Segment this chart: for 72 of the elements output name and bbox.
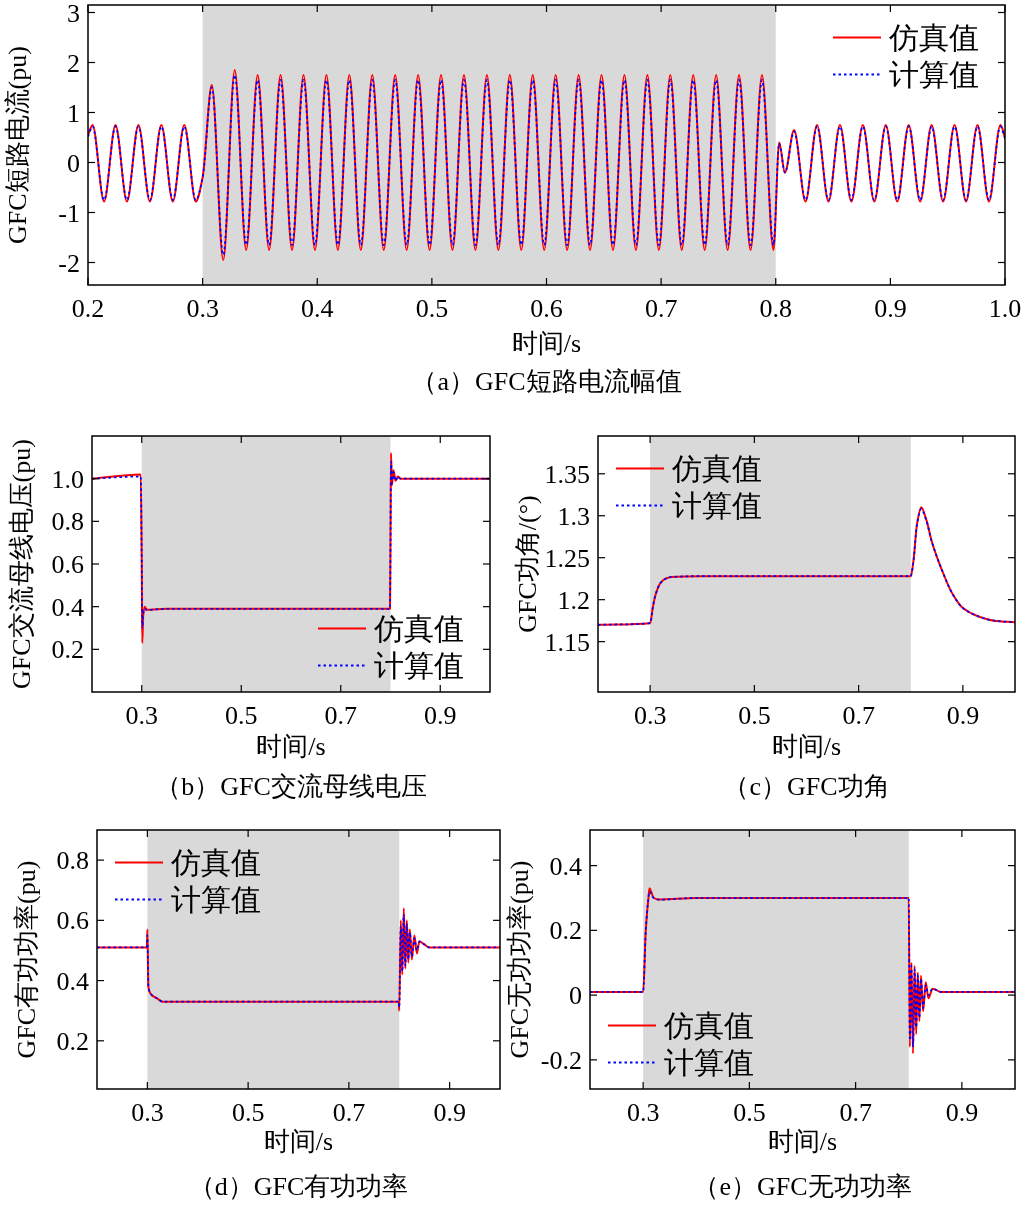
y-tick-label: 0.6 <box>56 906 89 936</box>
x-tick-label: 0.3 <box>626 1098 660 1127</box>
x-tick-label: 0.3 <box>125 701 158 730</box>
x-tick-label: 0.5 <box>738 701 771 730</box>
y-tick-label: 1.0 <box>51 464 84 494</box>
y-axis-title: GFC功角/(°) <box>513 495 542 633</box>
y-tick-label: 0.2 <box>56 1026 89 1056</box>
y-axis-title: GFC有功功率(pu) <box>12 860 41 1059</box>
x-tick-label: 0.3 <box>131 1098 164 1127</box>
x-tick-label: 0.9 <box>945 1098 979 1127</box>
x-tick-label: 0.5 <box>733 1098 766 1127</box>
y-tick-label: 1.2 <box>557 585 590 615</box>
y-tick-label: 0.2 <box>549 916 582 946</box>
y-tick-label: 0.2 <box>51 635 84 665</box>
y-tick-label: 1.15 <box>544 627 590 657</box>
y-axis-title: GFC短路电流(pu) <box>3 46 32 244</box>
x-axis-title: 时间/s <box>767 1127 838 1156</box>
y-tick-label: -1 <box>58 198 80 228</box>
x-axis-title: 时间/s <box>771 732 842 761</box>
x-tick-label: 0.8 <box>759 294 792 323</box>
y-tick-label: 0.4 <box>56 966 89 996</box>
x-tick-label: 0.7 <box>842 701 875 730</box>
y-tick-label: 3 <box>67 0 80 28</box>
y-tick-label: 0.4 <box>549 851 582 881</box>
legend-label: 仿真值 <box>373 611 464 645</box>
x-tick-label: 0.4 <box>301 294 334 323</box>
x-tick-label: 0.5 <box>231 1098 265 1127</box>
x-tick-label: 0.7 <box>839 1098 872 1127</box>
x-axis-title: 时间/s <box>256 732 326 761</box>
x-tick-label: 0.5 <box>225 701 258 730</box>
y-tick-label: 0 <box>67 148 80 178</box>
y-tick-label: 2 <box>67 48 80 78</box>
x-tick-label: 0.7 <box>332 1098 366 1127</box>
text: （c）GFC功角 <box>723 772 890 801</box>
x-tick-label: 0.7 <box>324 701 357 730</box>
x-tick-label: 0.9 <box>424 701 457 730</box>
legend-label: 计算值 <box>171 882 261 916</box>
legend-label: 计算值 <box>664 1045 754 1079</box>
x-tick-label: 0.9 <box>433 1098 466 1127</box>
y-tick-label: 1.3 <box>557 501 590 531</box>
y-tick-label: 0.4 <box>51 592 84 622</box>
y-tick-label: -0.2 <box>540 1045 582 1075</box>
y-axis-title: GFC交流母线电压(pu) <box>7 439 36 689</box>
y-tick-label: -2 <box>58 248 80 278</box>
y-tick-label: 0.8 <box>56 846 89 876</box>
legend-label: 仿真值 <box>671 451 762 485</box>
text: （e）GFC无功功率 <box>693 1172 912 1201</box>
x-tick-label: 0.3 <box>633 701 667 730</box>
x-tick-label: 0.9 <box>874 294 907 323</box>
y-tick-label: 1.25 <box>544 543 590 573</box>
x-tick-label: 1.0 <box>988 294 1022 323</box>
x-axis-title: 时间/s <box>263 1127 334 1156</box>
y-tick-label: 0.8 <box>51 507 84 537</box>
y-tick-label: 0 <box>569 981 582 1011</box>
text: （d）GFC有功功率 <box>188 1172 409 1201</box>
y-tick-label: 1 <box>67 98 80 128</box>
legend-label: 计算值 <box>374 648 464 682</box>
x-tick-label: 0.3 <box>186 294 219 323</box>
legend-label: 仿真值 <box>888 20 979 54</box>
y-tick-label: 1.35 <box>544 459 590 489</box>
text: （b）GFC交流母线电压 <box>155 772 427 801</box>
legend-label: 计算值 <box>889 57 979 91</box>
y-axis-title: GFC无功功率(pu) <box>505 860 534 1059</box>
legend-label: 计算值 <box>672 488 762 522</box>
legend-label: 仿真值 <box>663 1008 754 1042</box>
y-tick-label: 0.6 <box>51 550 84 579</box>
x-axis-title: 时间/s <box>511 329 582 358</box>
x-tick-label: 0.7 <box>644 294 678 323</box>
x-tick-label: 0.5 <box>415 294 449 323</box>
x-tick-label: 0.9 <box>946 701 980 730</box>
legend-label: 仿真值 <box>170 845 261 879</box>
text: （a）GFC短路电流幅值 <box>411 367 682 396</box>
